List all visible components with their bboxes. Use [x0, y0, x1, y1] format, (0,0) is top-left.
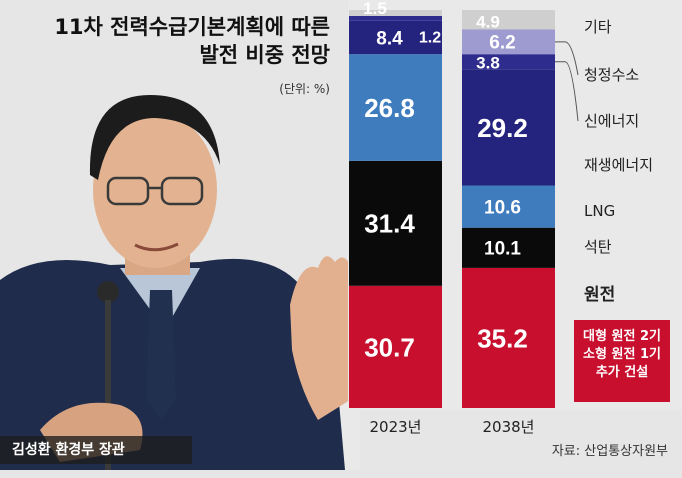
chart-title-line2: 발전 비중 전망	[199, 43, 330, 67]
callout-line-2: 소형 원전 1기	[583, 347, 661, 362]
bar-segment-재생에너지-1	[349, 20, 442, 55]
bar-segment-신에너지-1	[349, 15, 442, 21]
legend-entry-lng: LNG	[584, 202, 615, 220]
data-label-원전-2: 35.2	[477, 323, 528, 353]
data-label-lng-1: 26.8	[364, 93, 415, 123]
x-tick-label: 2038년	[483, 418, 535, 436]
bar-segment-lng-2	[462, 185, 555, 228]
nuclear-callout: 대형 원전 2기 소형 원전 1기 추가 건설	[574, 320, 670, 402]
data-label-lng-2: 10.6	[484, 197, 521, 218]
data-label-석탄-2: 10.1	[484, 239, 521, 260]
legend: 원전 석탄 LNG 재생에너지 신에너지 청정수소 기타	[584, 18, 653, 305]
data-label-청정수소-2: 6.2	[489, 33, 515, 54]
chart-title-line1: 11차 전력수급기본계획에 따른	[54, 15, 330, 39]
x-tick-label: 2023년	[370, 418, 422, 436]
legend-entry-기타: 기타	[584, 18, 612, 36]
legend-entry-재생에너지: 재생에너지	[584, 156, 653, 174]
data-label-원전-1: 30.7	[364, 332, 415, 362]
source-note: 자료: 산업통상자원부	[551, 444, 668, 459]
bar-segment-기타-1	[349, 10, 442, 16]
x-axis-labels: 2023년 2038년	[370, 418, 535, 436]
bar-segment-석탄-2	[462, 227, 555, 268]
data-label-신에너지-1: 1.2	[419, 29, 441, 46]
bar-segment-청정수소-2	[462, 29, 555, 55]
speaker-photo	[0, 95, 359, 470]
data-label-석탄-1: 31.4	[364, 209, 415, 239]
data-label-기타-2: 4.9	[476, 13, 500, 32]
legend-entry-원전: 원전	[584, 285, 615, 305]
unit-label: (단위: %)	[279, 82, 330, 96]
data-label-신에너지-2: 3.8	[476, 54, 500, 73]
callout-line-1: 대형 원전 2기	[583, 329, 661, 344]
leader-line-청정수소	[555, 41, 579, 76]
photo-caption: 김성환 환경부 장관	[0, 436, 192, 464]
leader-line-신에너지	[555, 61, 579, 122]
legend-entry-신에너지: 신에너지	[584, 112, 639, 130]
legend-entry-석탄: 석탄	[584, 238, 612, 256]
legend-leader-lines	[555, 41, 579, 122]
bar-segment-신에너지-2	[462, 54, 555, 70]
data-label-재생에너지-2: 29.2	[477, 113, 528, 143]
bar-segment-재생에너지-2	[462, 69, 555, 186]
bar-segment-기타-2	[462, 10, 555, 30]
bar-segment-원전-2	[462, 267, 555, 408]
data-label-재생에너지-1: 8.4	[376, 28, 403, 49]
bar-segment-lng-1	[349, 54, 442, 161]
bar-segment-석탄-1	[349, 160, 442, 286]
legend-entry-청정수소: 청정수소	[584, 66, 639, 84]
data-label-기타-1: 1.5	[363, 0, 387, 18]
stacked-bars: 30.7 31.4 26.8 8.4 1.2 1.5 35.2 10.1 10.6 29.2 3.8…	[349, 0, 555, 408]
callout-line-3: 추가 건설	[595, 365, 649, 380]
bar-segment-원전-1	[349, 285, 442, 408]
